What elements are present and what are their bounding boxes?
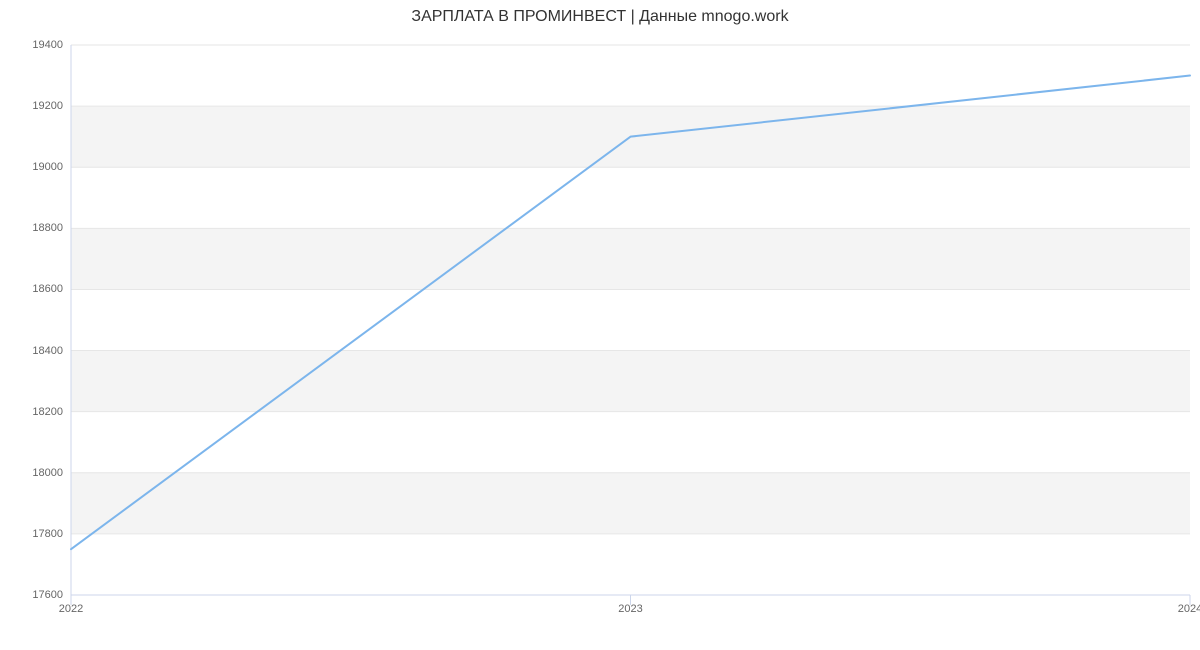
- y-tick-label: 18000: [32, 467, 63, 479]
- x-tick-label: 2024: [1178, 603, 1200, 615]
- x-tick-label: 2023: [618, 603, 642, 615]
- y-tick-label: 18600: [32, 283, 63, 295]
- chart-svg: [71, 45, 1190, 607]
- y-tick-label: 17800: [32, 528, 63, 540]
- y-tick-label: 18800: [32, 222, 63, 234]
- grid-band: [71, 228, 1190, 289]
- grid-band: [71, 351, 1190, 412]
- grid-band: [71, 473, 1190, 534]
- x-tick-label: 2022: [59, 603, 83, 615]
- y-tick-label: 19400: [32, 39, 63, 51]
- y-tick-label: 19000: [32, 161, 63, 173]
- y-tick-label: 18200: [32, 406, 63, 418]
- plot-area: 1760017800180001820018400186001880019000…: [71, 45, 1190, 595]
- chart-title: ЗАРПЛАТА В ПРОМИНВЕСТ | Данные mnogo.wor…: [0, 8, 1200, 26]
- y-tick-label: 18400: [32, 345, 63, 357]
- salary-line-chart: ЗАРПЛАТА В ПРОМИНВЕСТ | Данные mnogo.wor…: [0, 0, 1200, 650]
- y-tick-label: 17600: [32, 589, 63, 601]
- y-tick-label: 19200: [32, 100, 63, 112]
